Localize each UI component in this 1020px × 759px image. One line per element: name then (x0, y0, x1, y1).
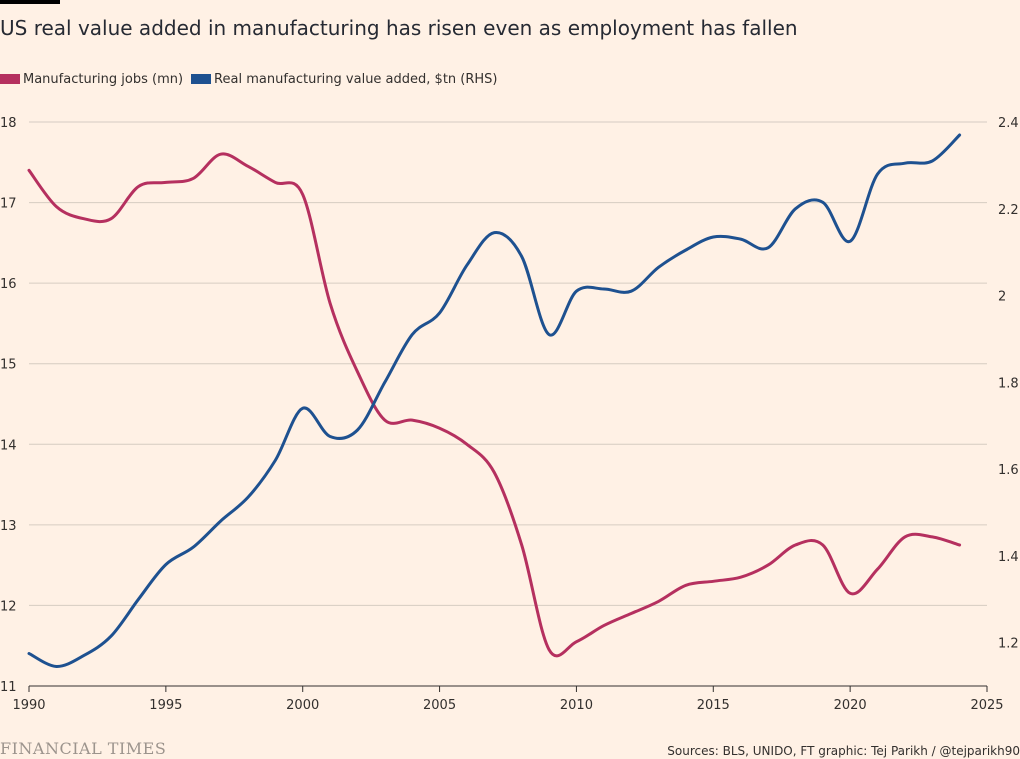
left-axis-tick-label: 14 (0, 438, 17, 453)
source-note: Sources: BLS, UNIDO, FT graphic: Tej Par… (667, 744, 1020, 758)
legend-swatch-jobs (0, 74, 20, 84)
legend-swatch-value-added (191, 74, 212, 84)
x-axis-tick-label: 2005 (423, 698, 456, 713)
legend-item-value-added: Real manufacturing value added, $tn (RHS… (191, 71, 498, 87)
left-axis-tick-label: 18 (0, 116, 17, 131)
axes: 11 12 13 14 15 16 17 18 1.2 1.4 1.6 1.8 2 2.2 2.4 1990 1… (0, 116, 1019, 713)
x-axis-tick-label: 2010 (560, 698, 593, 713)
gridlines (29, 121, 987, 606)
x-axis-tick-label: 1995 (149, 698, 182, 713)
chart-title: US real value added in manufacturing has… (0, 16, 798, 40)
series-line-jobs (27, 152, 962, 658)
left-axis-tick-label: 15 (0, 358, 17, 373)
legend-item-jobs: Manufacturing jobs (mn) (0, 72, 183, 87)
ft-top-bar (0, 0, 60, 4)
right-axis-tick-label: 1.8 (998, 376, 1019, 391)
x-axis-tick-label: 2015 (697, 698, 730, 713)
left-axis-tick-label: 12 (0, 599, 17, 614)
ft-logo: FINANCIAL TIMES (0, 739, 167, 758)
series-layer (27, 133, 962, 669)
legend-label-value-added: Real manufacturing value added, $tn (RHS… (214, 71, 498, 87)
right-axis-tick-label: 1.4 (998, 550, 1019, 565)
right-axis-tick-label: 2 (998, 290, 1006, 305)
left-axis-tick-label: 17 (0, 197, 17, 212)
x-axis-tick-label: 1990 (12, 698, 45, 713)
legend: Manufacturing jobs (mn) Real manufacturi… (0, 70, 506, 88)
x-axis-tick-label: 2020 (834, 698, 867, 713)
right-axis-tick-label: 2.4 (998, 116, 1019, 131)
x-axis-tick-label: 2025 (970, 698, 1003, 713)
right-axis-tick-label: 2.2 (998, 203, 1019, 218)
left-axis-tick-label: 11 (0, 680, 17, 695)
legend-label-jobs: Manufacturing jobs (mn) (23, 71, 184, 87)
left-axis-tick-label: 16 (0, 277, 17, 292)
right-axis-tick-label: 1.6 (998, 463, 1019, 478)
x-axis-tick-label: 2000 (286, 698, 319, 713)
left-axis-tick-label: 13 (0, 519, 17, 534)
right-axis-tick-label: 1.2 (998, 637, 1019, 652)
series-line-value-added (27, 133, 962, 669)
